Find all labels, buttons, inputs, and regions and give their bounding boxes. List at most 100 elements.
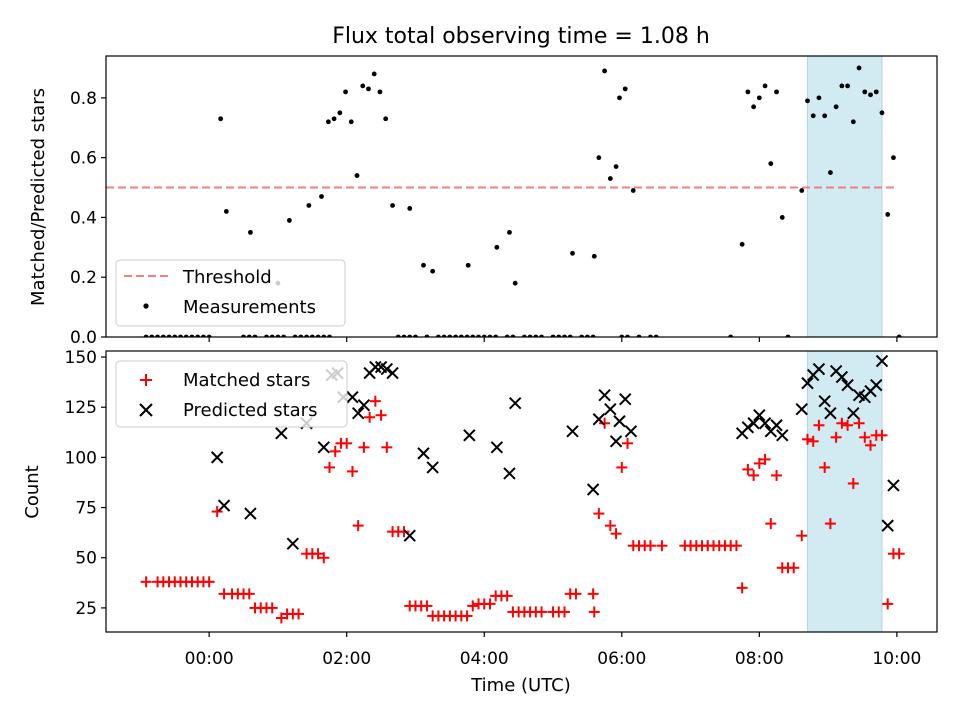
measurement-point-102 (774, 89, 779, 95)
top-legend: Threshold Measurements (115, 259, 346, 327)
measurement-point-37 (348, 119, 354, 125)
measurement-point-120 (885, 212, 891, 217)
matched-point-101 (771, 469, 783, 481)
measurement-point-103 (779, 215, 785, 220)
measurement-point-86 (613, 164, 619, 170)
matched-point-42 (398, 526, 410, 538)
matched-point-54 (467, 600, 479, 612)
measurement-point-42 (377, 89, 383, 95)
predicted-point-57 (881, 519, 894, 532)
chart-title: Flux total observing time = 1.08 h (332, 24, 710, 49)
predicted-point-4 (286, 537, 300, 550)
matched-point-39 (381, 441, 393, 453)
predicted-point-43 (801, 376, 814, 390)
top-panel-frame (105, 55, 938, 338)
matched-point-74 (593, 508, 605, 520)
predicted-point-23 (503, 467, 516, 480)
measurement-point-62 (465, 262, 471, 268)
measurement-point-17 (248, 229, 253, 235)
measurement-point-51 (421, 262, 426, 268)
matched-point-79 (622, 437, 634, 449)
matched-point-95 (736, 582, 748, 594)
predicted-point-22 (490, 441, 504, 454)
predicted-point-51 (847, 407, 860, 420)
measurement-point-32 (319, 194, 324, 199)
bottom-plot-layer (140, 351, 905, 632)
measurement-point-96 (739, 241, 745, 247)
matched-point-78 (616, 461, 628, 473)
measurement-point-13 (223, 209, 229, 214)
predicted-point-31 (613, 415, 626, 428)
matched-point-11 (211, 506, 223, 518)
matched-point-33 (346, 465, 358, 477)
matched-point-122 (893, 548, 905, 560)
predicted-point-41 (776, 429, 789, 442)
measurement-point-110 (828, 170, 833, 175)
matched-point-24 (293, 608, 305, 620)
matched-point-108 (813, 419, 825, 431)
matched-point-110 (824, 518, 836, 530)
matched-point-120 (882, 598, 894, 610)
matched-legend-swatch (140, 374, 152, 386)
bottom-panel: 25 50 75 100 125 150 00:00 02:00 04:00 06:00 08:00… (22, 348, 938, 696)
matched-point-111 (830, 431, 842, 443)
measurement-point-35 (337, 110, 343, 116)
predicted-point-6 (317, 441, 330, 454)
predicted-point-35 (741, 421, 755, 434)
top-plot-layer (106, 56, 902, 337)
measurement-point-39 (360, 83, 366, 89)
predicted-point-42 (795, 403, 808, 416)
matched-point-30 (329, 445, 341, 457)
matched-point-29 (324, 461, 336, 473)
predicted-point-24 (508, 396, 522, 410)
predicted-point-28 (598, 388, 611, 402)
predicted-point-3 (275, 427, 288, 440)
measurement-point-107 (810, 113, 816, 119)
matched-point-115 (853, 417, 865, 429)
predicted-point-14 (369, 360, 382, 374)
matched-point-119 (876, 429, 888, 441)
bottom-shaded-interval (806, 351, 883, 632)
threshold-legend-label: Threshold (182, 267, 272, 288)
predicted-point-49 (835, 370, 849, 384)
top-y-tick-label-3: 0.6 (70, 149, 97, 169)
matched-point-36 (364, 411, 376, 423)
predicted-point-56 (875, 354, 889, 368)
bottom-axis-layer: 25 50 75 100 125 150 00:00 02:00 04:00 06:00 08:00… (65, 348, 922, 669)
measurement-point-12 (218, 116, 224, 122)
predicted-point-26 (586, 483, 600, 496)
matched-point-71 (570, 588, 582, 600)
matched-point-104 (788, 562, 800, 574)
matched-point-112 (836, 417, 848, 429)
measurement-point-106 (805, 98, 810, 104)
matched-point-37 (369, 395, 381, 407)
matched-point-16 (243, 588, 255, 600)
measurement-point-100 (762, 83, 768, 89)
top-shaded-interval (806, 56, 883, 337)
measurement-point-38 (354, 173, 360, 178)
measurement-point-114 (850, 119, 856, 125)
measurement-point-89 (630, 188, 636, 193)
predicted-point-36 (747, 417, 760, 430)
predicted-point-40 (770, 419, 783, 432)
measurement-point-84 (602, 68, 607, 74)
predicted-point-37 (753, 409, 766, 422)
bottom-y-tick-label-5: 150 (65, 348, 97, 368)
matched-point-38 (375, 409, 387, 421)
measurement-point-36 (343, 89, 348, 95)
measurement-point-117 (868, 92, 873, 98)
predicted-point-16 (380, 362, 394, 376)
measurement-point-78 (570, 250, 575, 256)
measurement-point-85 (607, 176, 613, 181)
predicted-point-0 (210, 451, 224, 464)
predicted-point-25 (566, 425, 579, 438)
measurement-point-118 (873, 89, 879, 95)
measurement-point-108 (816, 95, 822, 101)
matched-point-35 (358, 441, 370, 453)
predicted-point-55 (870, 378, 883, 392)
measurement-point-43 (383, 116, 389, 122)
matched-point-20 (266, 602, 278, 614)
measurement-point-87 (617, 95, 622, 101)
measurement-point-65 (494, 244, 500, 250)
